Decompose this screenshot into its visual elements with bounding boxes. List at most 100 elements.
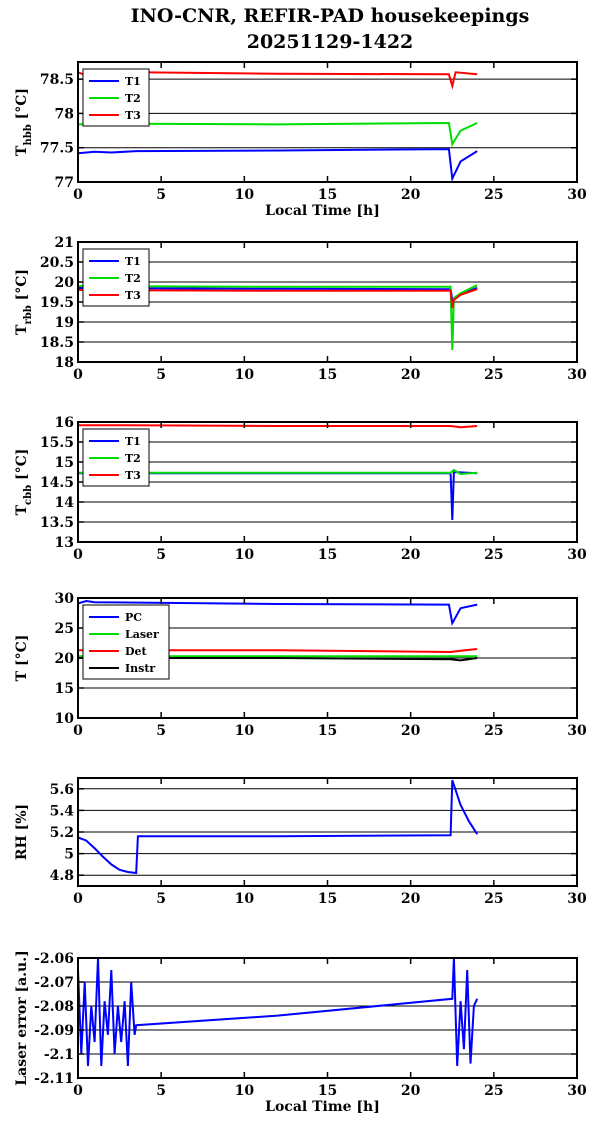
ytick-label: 20 <box>55 275 75 291</box>
figure-title-line1: INO-CNR, REFIR-PAD housekeepings <box>131 5 530 27</box>
xtick-label: 10 <box>235 367 255 383</box>
xtick-label: 25 <box>484 1083 503 1099</box>
legend: T1 T2 T3 <box>82 68 150 127</box>
legend-label: Laser <box>125 628 159 641</box>
xtick-label: 30 <box>567 547 587 563</box>
ytick-label: 20.5 <box>40 255 74 271</box>
xtick-label: 20 <box>401 367 421 383</box>
ytick-label: 25 <box>55 621 74 637</box>
xtick-label: 0 <box>73 1083 83 1099</box>
ytick-label: 13.5 <box>40 515 74 531</box>
ytick-label: -2.11 <box>34 1071 74 1087</box>
ytick-label: 19 <box>55 315 74 331</box>
ytick-label: 5 <box>64 847 74 863</box>
legend-label: PC <box>125 611 142 624</box>
ytick-label: -2.06 <box>34 951 74 967</box>
ytick-label: 5.4 <box>50 803 75 819</box>
ytick-label: 4.8 <box>50 868 74 884</box>
ytick-label: 15 <box>55 681 74 697</box>
x-axis-label: Local Time [h] <box>265 203 380 219</box>
chart-panel-4: 10 15 20 25 30 0 5 10 15 20 25 30 T [°C] PC Laser Det In… <box>14 591 587 739</box>
ytick-label: 30 <box>55 591 75 607</box>
ytick-label: 15.5 <box>40 435 74 451</box>
x-axis-label: Local Time [h] <box>265 1099 380 1115</box>
xtick-label: 0 <box>73 891 83 907</box>
series-line-t3 <box>78 288 478 309</box>
series-line-pc <box>78 599 478 627</box>
series-line-det <box>78 648 478 654</box>
chart-panel-3: 13 13.5 14 14.5 15 15.5 16 0 5 10 15 20 25 30 Tcbb [°C… <box>14 415 587 563</box>
plot-frame <box>77 957 578 1079</box>
xtick-label: 10 <box>235 1083 255 1099</box>
xtick-label: 0 <box>73 547 83 563</box>
ytick-label: 10 <box>55 711 75 727</box>
xtick-label: 15 <box>318 1083 337 1099</box>
legend-label: T3 <box>125 109 141 122</box>
ytick-label: 18 <box>55 355 74 371</box>
ytick-label: 21 <box>55 235 74 251</box>
y-axis-label: Trbb [°C] <box>14 269 34 335</box>
legend-label: T2 <box>125 272 141 285</box>
ytick-label: 18.5 <box>40 335 74 351</box>
xtick-label: 10 <box>235 891 255 907</box>
y-axis-label: Tcbb [°C] <box>14 449 34 516</box>
xtick-label: 10 <box>235 723 255 739</box>
chart-panel-2: 18 18.5 19 19.5 20 20.5 21 0 5 10 15 20 25 30 Trbb [°C… <box>14 235 587 383</box>
legend-label: T1 <box>125 435 141 448</box>
xtick-label: 20 <box>401 891 421 907</box>
xtick-label: 30 <box>567 891 587 907</box>
ytick-label: 15 <box>55 455 74 471</box>
legend-label: T3 <box>125 469 141 482</box>
xtick-label: 25 <box>484 187 503 203</box>
ytick-label: 20 <box>55 651 75 667</box>
xtick-label: 5 <box>156 187 166 203</box>
ytick-label: 78 <box>55 106 74 122</box>
plot-frame <box>77 61 578 183</box>
xtick-label: 5 <box>156 723 166 739</box>
xtick-label: 0 <box>73 723 83 739</box>
y-axis-label: Thbb [°C] <box>14 88 34 156</box>
xtick-label: 20 <box>401 723 421 739</box>
ytick-label: 5.2 <box>50 825 74 841</box>
series-line-t3 <box>78 424 478 429</box>
xtick-label: 20 <box>401 1083 421 1099</box>
ytick-label: 14.5 <box>40 475 74 491</box>
legend: T1 T2 T3 <box>82 248 150 307</box>
xtick-label: 25 <box>484 367 503 383</box>
xtick-label: 25 <box>484 891 503 907</box>
ytick-label: -2.07 <box>34 975 74 991</box>
ytick-label: -2.09 <box>34 1023 74 1039</box>
figure-title-line2: 20251129-1422 <box>247 31 414 53</box>
ytick-label: 77 <box>55 175 74 191</box>
xtick-label: 20 <box>401 187 421 203</box>
series-line-t2 <box>78 284 478 351</box>
xtick-label: 10 <box>235 187 255 203</box>
legend: T1 T2 T3 <box>82 428 150 487</box>
chart-panel-6: -2.11 -2.1 -2.09 -2.08 -2.07 -2.06 0 5 10 15 20 25 3… <box>14 950 587 1115</box>
series-line-t2 <box>78 468 478 476</box>
xtick-label: 15 <box>318 547 337 563</box>
ytick-label: 78.5 <box>40 72 74 88</box>
xtick-label: 0 <box>73 187 83 203</box>
xtick-label: 15 <box>318 723 337 739</box>
ytick-label: 19.5 <box>40 295 74 311</box>
legend-label: Instr <box>125 662 155 675</box>
legend-label: T1 <box>125 75 141 88</box>
xtick-label: 30 <box>567 1083 587 1099</box>
legend-label: Det <box>125 645 148 658</box>
legend-label: T2 <box>125 452 141 465</box>
y-axis-label: Laser error [a.u.] <box>14 950 30 1085</box>
xtick-label: 15 <box>318 891 337 907</box>
legend-label: T1 <box>125 255 141 268</box>
ytick-label: 16 <box>55 415 74 431</box>
chart-panel-1: 77 77.5 78 78.5 0 5 10 15 20 25 30 Local Time [h] Th… <box>14 61 587 219</box>
legend: PC Laser Det Instr <box>82 604 170 680</box>
ytick-label: -2.1 <box>44 1047 74 1063</box>
ytick-label: 13 <box>55 535 74 551</box>
xtick-label: 15 <box>318 367 337 383</box>
ytick-label: 14 <box>55 495 75 511</box>
xtick-label: 30 <box>567 187 587 203</box>
series-line-data <box>78 779 479 875</box>
y-axis-label: T [°C] <box>14 635 30 682</box>
chart-panel-5: 4.8 5 5.2 5.4 5.6 0 5 10 15 20 25 30 RH [%] <box>14 777 587 907</box>
